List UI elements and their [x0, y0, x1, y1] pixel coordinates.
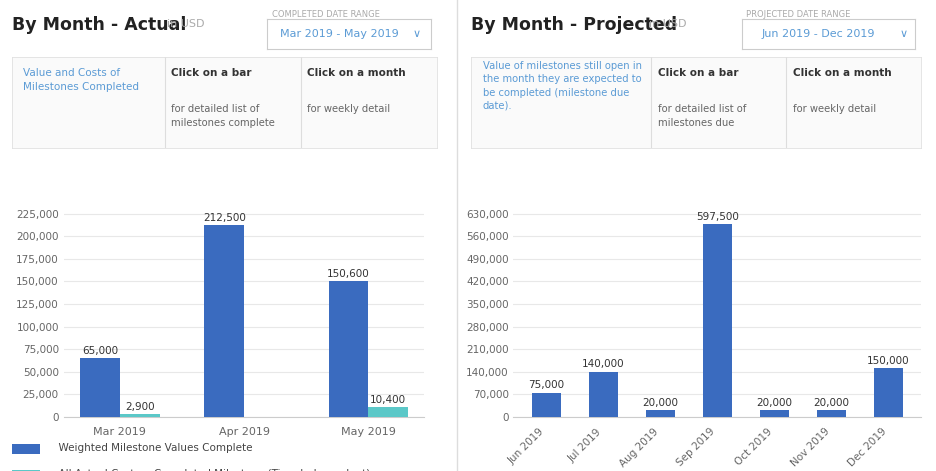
Text: 20,000: 20,000 [755, 398, 792, 408]
Text: 150,600: 150,600 [327, 268, 370, 279]
Bar [80, 358, 120, 417]
Text: 212,500: 212,500 [202, 213, 245, 223]
Text: Click on a month: Click on a month [307, 67, 405, 78]
Text: for detailed list of
milestones due: for detailed list of milestones due [657, 104, 746, 128]
Text: 75,000: 75,000 [528, 380, 563, 390]
Bar [204, 225, 243, 417]
Text: PROJECTED DATE RANGE: PROJECTED DATE RANGE [745, 10, 849, 19]
Text: for detailed list of
milestones complete: for detailed list of milestones complete [171, 104, 275, 128]
Bar [368, 407, 408, 417]
Text: 150,000: 150,000 [866, 356, 909, 366]
Text: 2,900: 2,900 [124, 402, 154, 412]
Bar [702, 224, 731, 417]
Bar [816, 410, 844, 417]
Text: Click on a month: Click on a month [792, 67, 890, 78]
Text: Click on a bar: Click on a bar [657, 67, 738, 78]
Text: COMPLETED DATE RANGE: COMPLETED DATE RANGE [271, 10, 379, 19]
Bar [873, 368, 901, 417]
Text: Click on a bar: Click on a bar [171, 67, 252, 78]
Text: in USD: in USD [649, 19, 686, 29]
Text: 10,400: 10,400 [370, 395, 406, 405]
Bar [329, 281, 368, 417]
Text: Value and Costs of
Milestones Completed: Value and Costs of Milestones Completed [22, 67, 139, 91]
Bar [645, 410, 674, 417]
Text: All Actual Cost on Completed Milestone (Time Independent): All Actual Cost on Completed Milestone (… [51, 469, 370, 471]
Text: By Month - Actual: By Month - Actual [12, 16, 186, 34]
Text: ∨: ∨ [412, 29, 420, 39]
Text: By Month - Projected: By Month - Projected [471, 16, 677, 34]
Text: 20,000: 20,000 [641, 398, 678, 408]
Bar [589, 372, 617, 417]
Text: for weekly detail: for weekly detail [792, 104, 875, 114]
Bar [532, 393, 560, 417]
Text: Mar 2019 - May 2019: Mar 2019 - May 2019 [280, 29, 398, 39]
Text: in USD: in USD [167, 19, 204, 29]
Text: ∨: ∨ [899, 29, 906, 39]
Text: Weighted Milestone Values Complete: Weighted Milestone Values Complete [51, 443, 252, 454]
Text: 65,000: 65,000 [81, 346, 118, 356]
Text: 20,000: 20,000 [812, 398, 848, 408]
Text: Jun 2019 - Dec 2019: Jun 2019 - Dec 2019 [761, 29, 874, 39]
Text: Value of milestones still open in
the month they are expected to
be completed (m: Value of milestones still open in the mo… [482, 61, 641, 111]
Text: 597,500: 597,500 [695, 211, 738, 222]
Bar [120, 414, 159, 417]
Bar [759, 410, 788, 417]
Text: for weekly detail: for weekly detail [307, 104, 390, 114]
Text: 140,000: 140,000 [581, 359, 624, 369]
